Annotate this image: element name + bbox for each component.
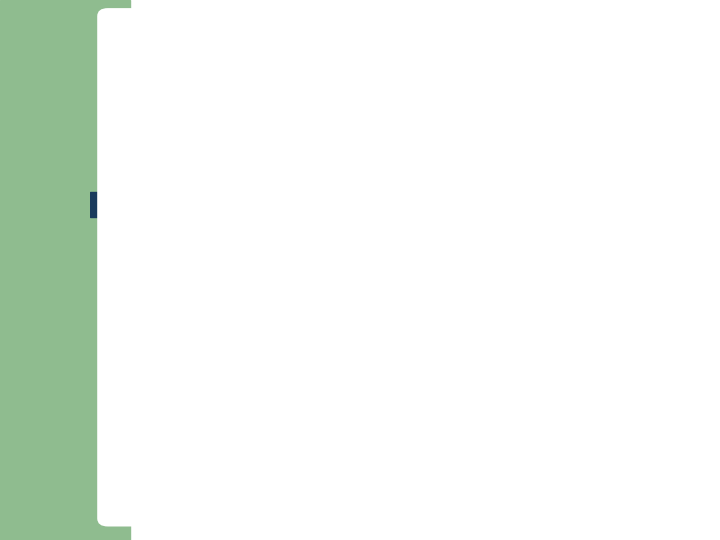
Bar [145, 222, 163, 237]
Bar [327, 222, 344, 237]
Bar [90, 192, 648, 217]
Bar [474, 239, 498, 241]
Bar [478, 222, 495, 237]
Text: Network: 141.14.0.0: Network: 141.14.0.0 [143, 273, 279, 286]
Bar [547, 222, 564, 237]
Text: 141.14.192.2: 141.14.192.2 [303, 185, 368, 194]
Bar [202, 244, 217, 246]
Bar [199, 219, 221, 239]
Text: ...: ... [409, 221, 424, 237]
Text: the Internet: the Internet [338, 401, 405, 411]
Text: 141.14.0.2: 141.14.0.2 [183, 185, 237, 194]
Bar [143, 219, 166, 239]
Bar [544, 239, 567, 241]
Bar [478, 244, 494, 246]
Bar [324, 239, 347, 241]
Text: ...: ... [269, 221, 284, 237]
Text: 141.14.255.254: 141.14.255.254 [449, 185, 524, 194]
Text: 141.14.0.1: 141.14.0.1 [127, 185, 181, 194]
Text: To the rest of: To the rest of [336, 387, 408, 397]
Ellipse shape [354, 323, 390, 355]
Bar [548, 244, 564, 246]
Bar [475, 219, 498, 239]
Text: hierarchy (not subnetted): hierarchy (not subnetted) [240, 154, 565, 174]
Text: A network with two levels of: A network with two levels of [223, 113, 582, 133]
Bar [198, 239, 222, 241]
Bar [143, 239, 166, 241]
Bar [202, 222, 218, 237]
Bar [328, 244, 343, 246]
Text: R1: R1 [364, 373, 380, 386]
Bar [324, 219, 347, 239]
Bar [545, 219, 567, 239]
Bar [146, 244, 162, 246]
Text: 141.14.255.254: 141.14.255.254 [518, 185, 593, 194]
Text: 141.14.201.4: 141.14.201.4 [333, 265, 402, 274]
